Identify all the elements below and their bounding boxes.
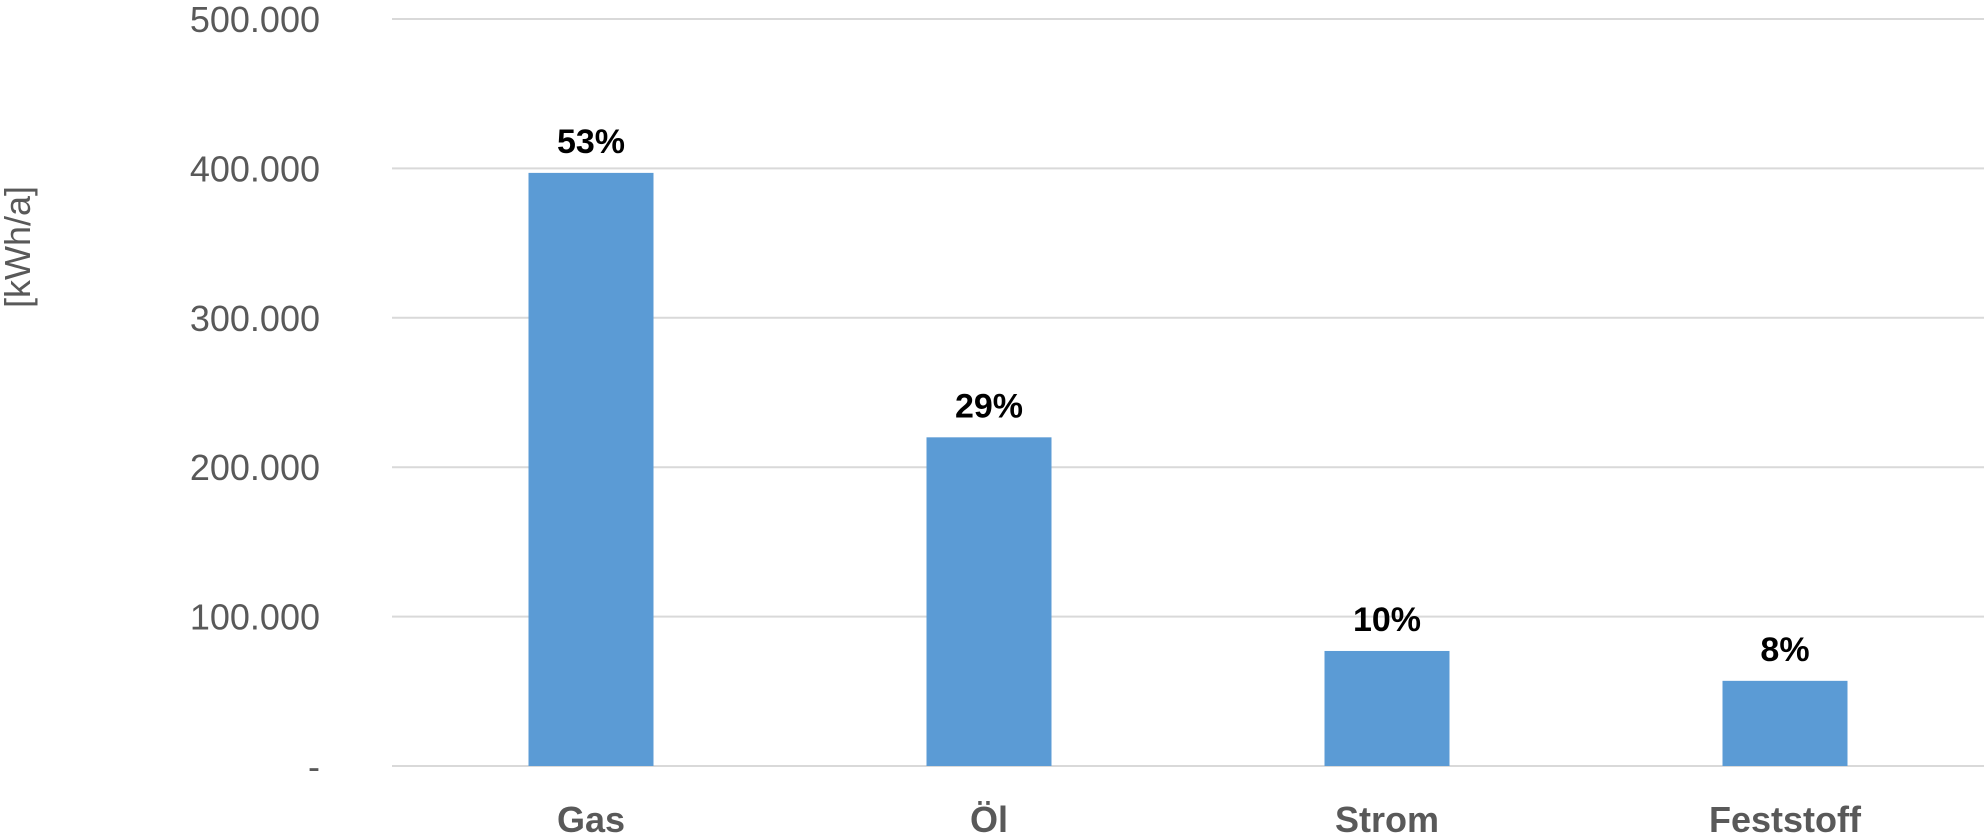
y-tick-label: 200.000 — [190, 447, 320, 488]
y-tick-label: 500.000 — [190, 0, 320, 40]
data-label: 10% — [1353, 601, 1421, 639]
bar — [1722, 680, 1848, 766]
bar — [528, 172, 654, 766]
x-category-label: Feststoff — [1709, 799, 1862, 839]
y-axis-ticks: - 100.000 200.000 300.000 400.000 500.000 — [190, 0, 320, 787]
data-label: 29% — [955, 387, 1023, 425]
bar — [1324, 650, 1450, 766]
data-label: 53% — [557, 123, 625, 161]
y-tick-label: 400.000 — [190, 148, 320, 189]
gridlines — [392, 18, 1984, 767]
data-labels: 53% 29% 10% 8% — [557, 123, 1810, 669]
y-tick-label: 100.000 — [190, 597, 320, 638]
x-axis-categories: Gas Öl Strom Feststoff — [557, 799, 1862, 839]
x-category-label: Strom — [1335, 799, 1439, 839]
y-tick-label: - — [308, 746, 320, 787]
bars — [528, 172, 1848, 766]
bar — [926, 437, 1052, 766]
data-label: 8% — [1760, 631, 1809, 669]
y-tick-label: 300.000 — [190, 298, 320, 339]
y-axis-title: [kWh/a] — [0, 186, 38, 308]
x-category-label: Gas — [557, 799, 625, 839]
x-category-label: Öl — [970, 799, 1008, 839]
